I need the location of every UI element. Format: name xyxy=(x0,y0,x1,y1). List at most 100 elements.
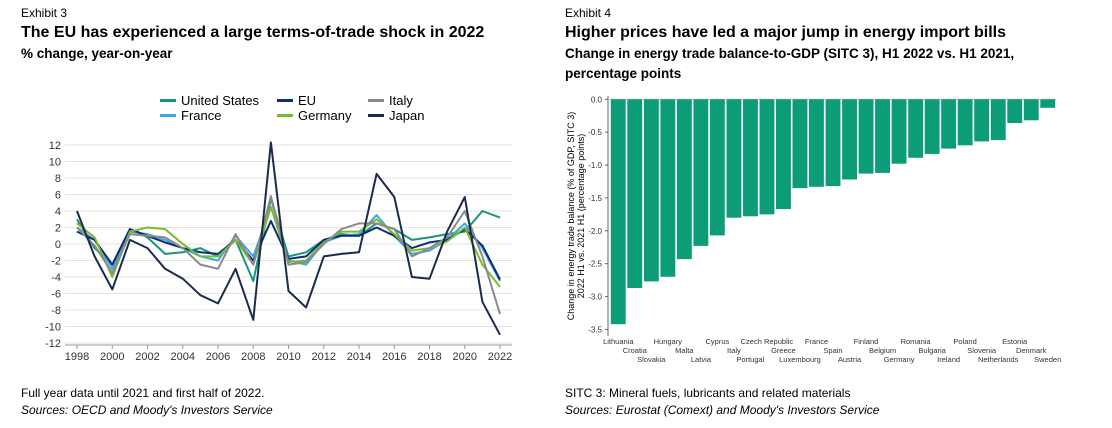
bar-poland xyxy=(957,99,973,146)
x-tick-label: Luxembourg xyxy=(779,355,821,364)
legend-item-united-states: United States xyxy=(160,93,259,108)
legend-item-eu: EU xyxy=(277,93,316,108)
legend-swatch xyxy=(368,114,384,117)
x-tick-label: 2000 xyxy=(100,351,124,363)
legend-item-germany: Germany xyxy=(277,108,351,123)
legend-item-france: France xyxy=(160,108,221,123)
legend-swatch xyxy=(368,99,384,102)
series-line-italy xyxy=(76,195,501,315)
y-tick-label: 12 xyxy=(49,140,61,152)
x-tick-label: Latvia xyxy=(691,355,712,364)
legend-swatch xyxy=(277,114,293,117)
bar-belgium xyxy=(875,99,890,173)
bar-denmark xyxy=(1023,99,1039,121)
legend-label: EU xyxy=(298,93,317,108)
bar-bulgaria xyxy=(924,99,940,154)
legend-label: Germany xyxy=(298,108,352,123)
y-tick-label: 0.0 xyxy=(591,95,603,104)
x-tick-label: Germany xyxy=(884,355,915,364)
legend-label: Italy xyxy=(389,93,413,108)
bar-spain xyxy=(825,99,841,187)
y-tick-label: -2.5 xyxy=(588,260,602,269)
x-tick-label: 2016 xyxy=(382,351,406,363)
x-tick-label: Lithuania xyxy=(603,337,634,346)
x-tick-label: 2006 xyxy=(206,351,230,363)
legend-label: France xyxy=(181,108,222,123)
legend-label: United States xyxy=(181,93,260,108)
x-tick-label: Netherlands xyxy=(978,355,1019,364)
x-tick-label: Romania xyxy=(901,337,932,346)
x-tick-label: 2022 xyxy=(488,351,512,363)
y-tick-label: -0.5 xyxy=(588,128,602,137)
x-tick-label: 2012 xyxy=(312,351,336,363)
bar-italy xyxy=(726,99,742,218)
y-tick-label: -3.0 xyxy=(588,293,602,302)
y-tick-label: 8 xyxy=(55,173,61,185)
legend-swatch xyxy=(160,114,176,117)
x-tick-label: Greece xyxy=(771,346,796,355)
y-tick-label: 2 xyxy=(55,223,61,235)
bar-luxembourg xyxy=(792,99,808,189)
bar-slovenia xyxy=(974,99,990,142)
series-line-japan xyxy=(76,141,501,336)
exhibit-label: Exhibit 4 xyxy=(565,6,612,20)
line-chart: 12 10 8 6 4 2 0 -2 -4 -6 -8 -10 -12 1998 2000 2002 2004 2… xyxy=(45,140,512,363)
series-line-united-states xyxy=(76,197,501,283)
bar-cyprus xyxy=(709,99,725,236)
x-tick-label: Czech Republic xyxy=(741,337,794,346)
y-tick-label: -8 xyxy=(51,305,61,317)
bar-france xyxy=(809,99,824,187)
bar-portugal xyxy=(743,99,758,217)
y-tick-label: 6 xyxy=(55,190,61,202)
bar-lithuania xyxy=(610,99,626,325)
x-tick-label: Portugal xyxy=(736,355,764,364)
y-tick-label: -2 xyxy=(51,256,61,268)
y-tick-label: -12 xyxy=(45,338,61,350)
x-tick-label: Malta xyxy=(675,346,694,355)
exhibit-3-panel: Exhibit 3 The EU has experienced a large… xyxy=(0,0,540,428)
y-tick-label: 0 xyxy=(55,239,61,251)
chart-sources: Sources: OECD and Moody's Investors Serv… xyxy=(21,403,273,417)
x-tick-label: Finland xyxy=(854,337,879,346)
bar-czech-republic xyxy=(759,99,775,215)
bar-hungary xyxy=(660,99,676,277)
legend-label: Japan xyxy=(389,108,425,123)
x-tick-label: 2008 xyxy=(241,351,265,363)
x-tick-label: Bulgaria xyxy=(918,346,946,355)
chart-subtitle-line2: percentage points xyxy=(565,66,682,81)
bar-latvia xyxy=(693,99,709,246)
bar-austria xyxy=(842,99,857,180)
bar-finland xyxy=(858,99,874,174)
bar-sweden xyxy=(1040,99,1056,108)
exhibit-4-panel: Exhibit 4 Higher prices have led a major… xyxy=(556,0,1112,428)
y-tick-label: -2.0 xyxy=(588,227,602,236)
bar-estonia xyxy=(1007,99,1023,123)
y-tick-label: -4 xyxy=(51,272,61,284)
y-tick-label: -10 xyxy=(45,322,61,334)
y-tick-label: -1.5 xyxy=(588,194,602,203)
legend-item-japan: Japan xyxy=(368,108,424,123)
x-tick-label: Italy xyxy=(727,346,741,355)
x-tick-label: 2020 xyxy=(453,351,477,363)
legend-swatch xyxy=(277,99,293,102)
x-tick-label: Hungary xyxy=(654,337,683,346)
bar-malta xyxy=(676,99,692,260)
x-tick-label: 2018 xyxy=(417,351,441,363)
x-tick-label: Ireland xyxy=(937,355,960,364)
x-tick-label: Cyprus xyxy=(706,337,730,346)
chart-title: Higher prices have led a major jump in e… xyxy=(565,24,1007,41)
legend-swatch xyxy=(160,99,176,102)
x-tick-label: Estonia xyxy=(1002,337,1028,346)
x-tick-label: Denmark xyxy=(1016,346,1047,355)
x-tick-label: Slovenia xyxy=(967,346,997,355)
bar-slovakia xyxy=(643,99,659,282)
chart-subtitle-line1: Change in energy trade balance-to-GDP (S… xyxy=(565,46,1015,61)
chart-note: SITC 3: Mineral fuels, lubricants and re… xyxy=(565,386,851,400)
x-tick-label: Slovakia xyxy=(637,355,666,364)
bar-germany xyxy=(891,99,907,164)
x-tick-label: France xyxy=(805,337,828,346)
x-tick-label: Croatia xyxy=(623,346,648,355)
y-tick-label: -3.5 xyxy=(588,325,602,334)
x-tick-label: 2004 xyxy=(171,351,195,363)
legend-item-italy: Italy xyxy=(368,93,413,108)
